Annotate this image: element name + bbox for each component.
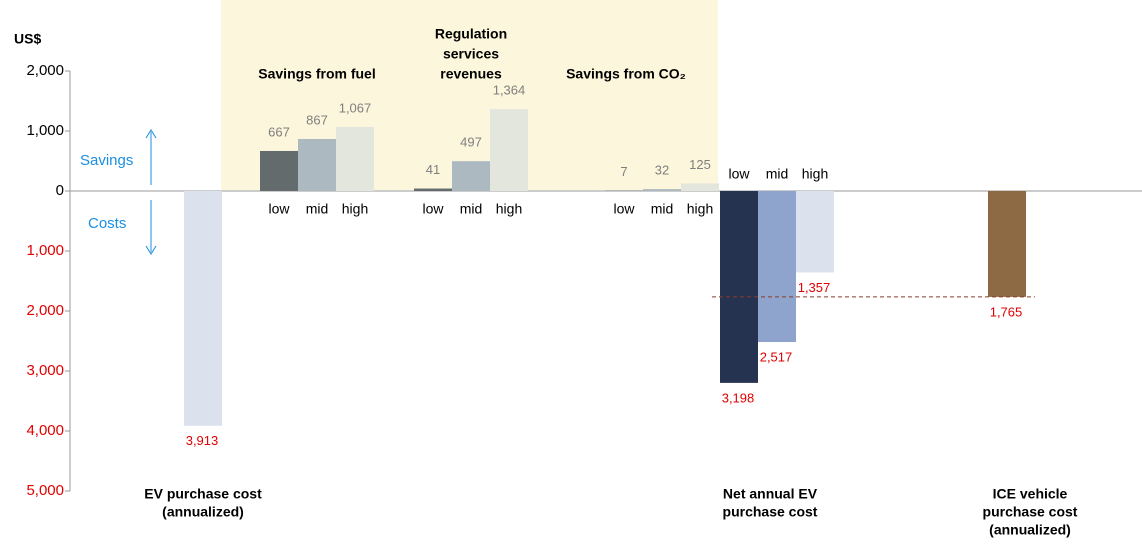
annotation: Savings: [80, 152, 133, 169]
value-label: 125: [689, 157, 711, 172]
bar: [414, 188, 452, 191]
group-label: (annualized): [989, 522, 1071, 538]
category-label: mid: [460, 201, 483, 217]
bar: [643, 189, 681, 191]
category-label: low: [728, 166, 750, 182]
category-label: high: [342, 201, 368, 217]
category-label: high: [802, 166, 828, 182]
value-label: 3,913: [186, 433, 219, 448]
group-label: EV purchase cost: [144, 486, 262, 502]
value-label: 497: [460, 135, 482, 150]
category-label: low: [613, 201, 635, 217]
bar: [452, 161, 490, 191]
bar: [184, 191, 222, 426]
bar: [490, 109, 528, 191]
value-label: 3,198: [722, 390, 755, 405]
value-label: 1,067: [339, 100, 372, 115]
value-label: 7: [620, 164, 627, 179]
category-label: mid: [766, 166, 789, 182]
group-label: revenues: [440, 66, 502, 82]
bar: [758, 191, 796, 343]
group-label: purchase cost: [723, 504, 818, 520]
group-label: services: [443, 46, 499, 62]
value-label: 32: [655, 163, 669, 178]
bar: [796, 191, 834, 273]
group-label: (annualized): [162, 504, 244, 520]
bar: [260, 150, 298, 191]
category-label: low: [422, 201, 444, 217]
value-label: 867: [306, 112, 328, 127]
y-axis-label: US$: [14, 31, 41, 47]
group-label: ICE vehicle: [993, 486, 1068, 502]
value-label: 41: [426, 162, 440, 177]
category-label: low: [268, 201, 290, 217]
annotation: Costs: [88, 215, 126, 232]
y-tick-label: 1,000: [26, 122, 64, 139]
category-label: mid: [306, 201, 329, 217]
category-label: high: [496, 201, 522, 217]
value-label: 1,357: [798, 280, 831, 295]
group-label: purchase cost: [983, 504, 1078, 520]
value-label: 1,765: [990, 304, 1023, 319]
value-label: 2,517: [760, 349, 793, 364]
value-label: 1,364: [493, 83, 526, 98]
bar: [336, 126, 374, 191]
bar: [298, 138, 336, 191]
y-tick-label: 1,000: [26, 242, 64, 259]
group-label: Net annual EV: [723, 486, 818, 502]
y-tick-label: 0: [56, 182, 64, 199]
savings-arrowhead: [145, 129, 157, 139]
bar: [720, 191, 758, 383]
y-tick-label: 2,000: [26, 62, 64, 79]
group-label: Regulation: [435, 26, 507, 42]
group-label: Savings from fuel: [258, 66, 375, 82]
y-tick-label: 3,000: [26, 362, 64, 379]
costs-arrowhead: [145, 245, 157, 255]
y-tick-label: 4,000: [26, 422, 64, 439]
bar: [988, 191, 1026, 297]
y-tick-label: 2,000: [26, 302, 64, 319]
category-label: mid: [651, 201, 674, 217]
bar: [681, 183, 719, 191]
value-label: 667: [268, 124, 290, 139]
group-label: Savings from CO₂: [566, 66, 686, 82]
category-label: high: [687, 201, 713, 217]
y-tick-label: 5,000: [26, 482, 64, 499]
